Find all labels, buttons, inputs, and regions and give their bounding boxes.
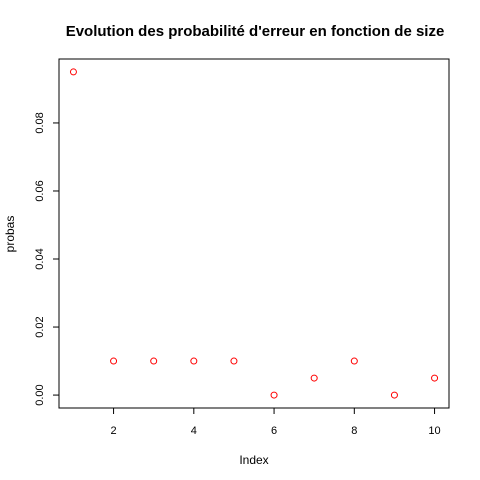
x-tick-label: 10 (428, 425, 440, 437)
x-tick-label: 2 (111, 425, 117, 437)
chart-title: Evolution des probabilité d'erreur en fo… (66, 23, 445, 40)
data-point (390, 391, 398, 399)
data-point (150, 357, 158, 365)
y-tick-label: 0.08 (34, 112, 46, 133)
x-axis-label: Index (239, 453, 268, 467)
data-point (110, 357, 118, 365)
data-point (270, 391, 278, 399)
y-tick-label: 0.02 (34, 316, 46, 337)
y-axis-label: probas (3, 216, 17, 253)
data-point (310, 374, 318, 382)
x-axis: 2 4 6 8 10 (111, 407, 441, 437)
y-tick-label: 0.04 (34, 248, 46, 269)
y-axis: 0.00 0.02 0.04 0.06 0.08 (34, 112, 60, 406)
data-points (69, 68, 439, 399)
y-tick-label: 0.06 (34, 180, 46, 201)
data-point (230, 357, 238, 365)
data-point (431, 374, 439, 382)
x-tick-label: 4 (191, 425, 197, 437)
y-tick-label: 0.00 (34, 384, 46, 405)
plot-frame (58, 58, 450, 409)
x-tick-label: 6 (271, 425, 277, 437)
data-point (350, 357, 358, 365)
x-tick-label: 8 (351, 425, 357, 437)
data-point (190, 357, 198, 365)
data-point (69, 68, 77, 76)
